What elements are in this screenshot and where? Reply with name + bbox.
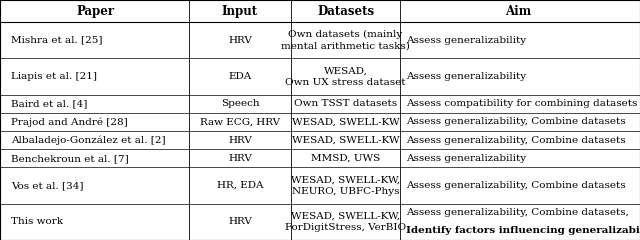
Text: WESAD,
Own UX stress dataset: WESAD, Own UX stress dataset (285, 66, 406, 87)
Text: HRV: HRV (228, 154, 252, 163)
Text: This work: This work (11, 217, 63, 226)
Text: WESAD, SWELL-KW: WESAD, SWELL-KW (292, 117, 399, 126)
Text: Raw ECG, HRV: Raw ECG, HRV (200, 117, 280, 126)
Text: HRV: HRV (228, 36, 252, 45)
Text: WESAD, SWELL-KW: WESAD, SWELL-KW (292, 136, 399, 145)
Text: EDA: EDA (228, 72, 252, 81)
Text: Own datasets (mainly
mental arithmetic tasks): Own datasets (mainly mental arithmetic t… (281, 30, 410, 50)
Text: Speech: Speech (221, 99, 259, 108)
Text: Assess generalizability, Combine datasets: Assess generalizability, Combine dataset… (406, 136, 626, 145)
Text: Albaladejo-González et al. [2]: Albaladejo-González et al. [2] (11, 135, 166, 145)
Text: Input: Input (222, 5, 258, 18)
Text: Mishra et al. [25]: Mishra et al. [25] (11, 36, 102, 45)
Text: Assess generalizability, Combine datasets: Assess generalizability, Combine dataset… (406, 117, 626, 126)
Text: Assess generalizability: Assess generalizability (406, 72, 527, 81)
Text: Assess generalizability: Assess generalizability (406, 154, 527, 163)
Text: Aim: Aim (506, 5, 531, 18)
Text: Baird et al. [4]: Baird et al. [4] (11, 99, 87, 108)
Text: MMSD, UWS: MMSD, UWS (311, 154, 380, 163)
Text: WESAD, SWELL-KW,
ForDigitStress, VerBIO: WESAD, SWELL-KW, ForDigitStress, VerBIO (285, 212, 406, 232)
Text: Paper: Paper (77, 5, 115, 18)
Text: HRV: HRV (228, 217, 252, 226)
Text: Assess generalizability: Assess generalizability (406, 36, 527, 45)
Text: Liapis et al. [21]: Liapis et al. [21] (11, 72, 97, 81)
Text: Own TSST datasets: Own TSST datasets (294, 99, 397, 108)
Text: HRV: HRV (228, 136, 252, 145)
Text: WESAD, SWELL-KW,
NEURO, UBFC-Phys: WESAD, SWELL-KW, NEURO, UBFC-Phys (291, 175, 400, 196)
Text: HR, EDA: HR, EDA (217, 181, 263, 190)
Text: Benchekroun et al. [7]: Benchekroun et al. [7] (11, 154, 129, 163)
Text: Assess generalizability, Combine datasets: Assess generalizability, Combine dataset… (406, 181, 626, 190)
Text: Identify factors influencing generalizability: Identify factors influencing generalizab… (406, 226, 640, 235)
Text: Prajod and André [28]: Prajod and André [28] (11, 117, 127, 127)
Text: Vos et al. [34]: Vos et al. [34] (11, 181, 83, 190)
Text: Datasets: Datasets (317, 5, 374, 18)
Text: Assess generalizability, Combine datasets,: Assess generalizability, Combine dataset… (406, 208, 629, 217)
Text: Assess compatibility for combining datasets: Assess compatibility for combining datas… (406, 99, 638, 108)
